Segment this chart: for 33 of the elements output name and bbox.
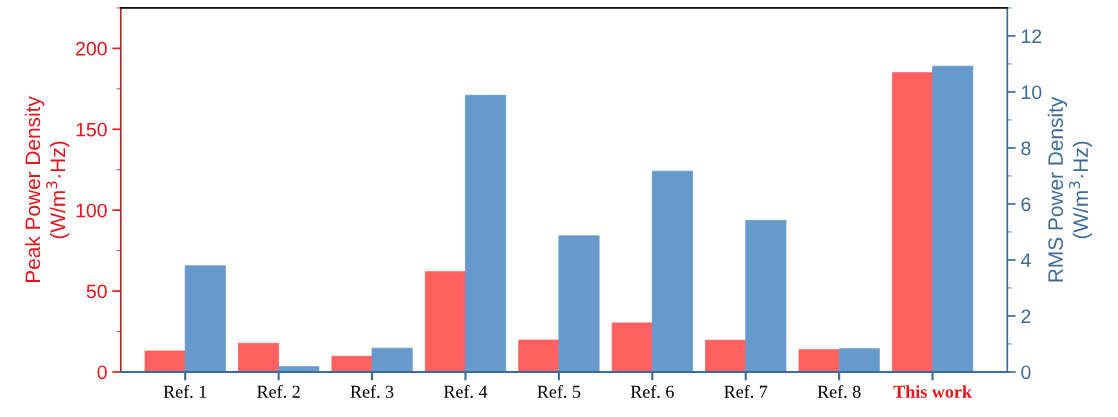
bar <box>705 339 747 372</box>
y2-tick-label: 12 <box>1022 29 1042 43</box>
y-tick-label: 150 <box>76 122 107 137</box>
x-tick-label: Ref. 2 <box>257 384 300 398</box>
y-tick-label: 100 <box>76 203 107 218</box>
x-tick-label: Ref. 3 <box>350 384 394 398</box>
y2-tick-label: 6 <box>1021 197 1031 212</box>
y2-tick-label: 2 <box>1021 309 1031 323</box>
y2-tick-label: 10 <box>1022 85 1042 100</box>
bar <box>465 94 507 372</box>
x-tick-label: Ref. 6 <box>630 384 674 398</box>
bar <box>745 220 787 372</box>
y-tick-label: 0 <box>97 365 107 380</box>
y-tick-label: 200 <box>76 41 107 56</box>
bar <box>518 339 560 372</box>
y-tick-label: 50 <box>86 284 107 299</box>
y2-axis-title: RMS Power Density (W/m$^{3}$·Hz) <box>1047 96 1093 282</box>
y2-tick-label: 0 <box>1021 365 1031 380</box>
x-tick-label: This work <box>893 385 972 398</box>
bar <box>184 265 226 372</box>
x-tick-label: Ref. 8 <box>817 384 861 398</box>
bar <box>144 350 186 372</box>
x-tick-label: Ref. 5 <box>537 384 581 398</box>
x-tick-label: Ref. 7 <box>724 384 768 398</box>
bar <box>651 170 693 372</box>
bar <box>558 235 600 372</box>
bar <box>238 342 280 372</box>
y2-tick-label: 8 <box>1021 141 1031 156</box>
x-tick-label: Ref. 1 <box>163 384 207 398</box>
y-axis-title: Peak Power Density (W/m$^{3}$·Hz) <box>24 96 70 283</box>
x-tick-label: Ref. 4 <box>443 384 488 398</box>
y2-tick-label: 4 <box>1020 253 1031 267</box>
bar <box>611 322 653 372</box>
